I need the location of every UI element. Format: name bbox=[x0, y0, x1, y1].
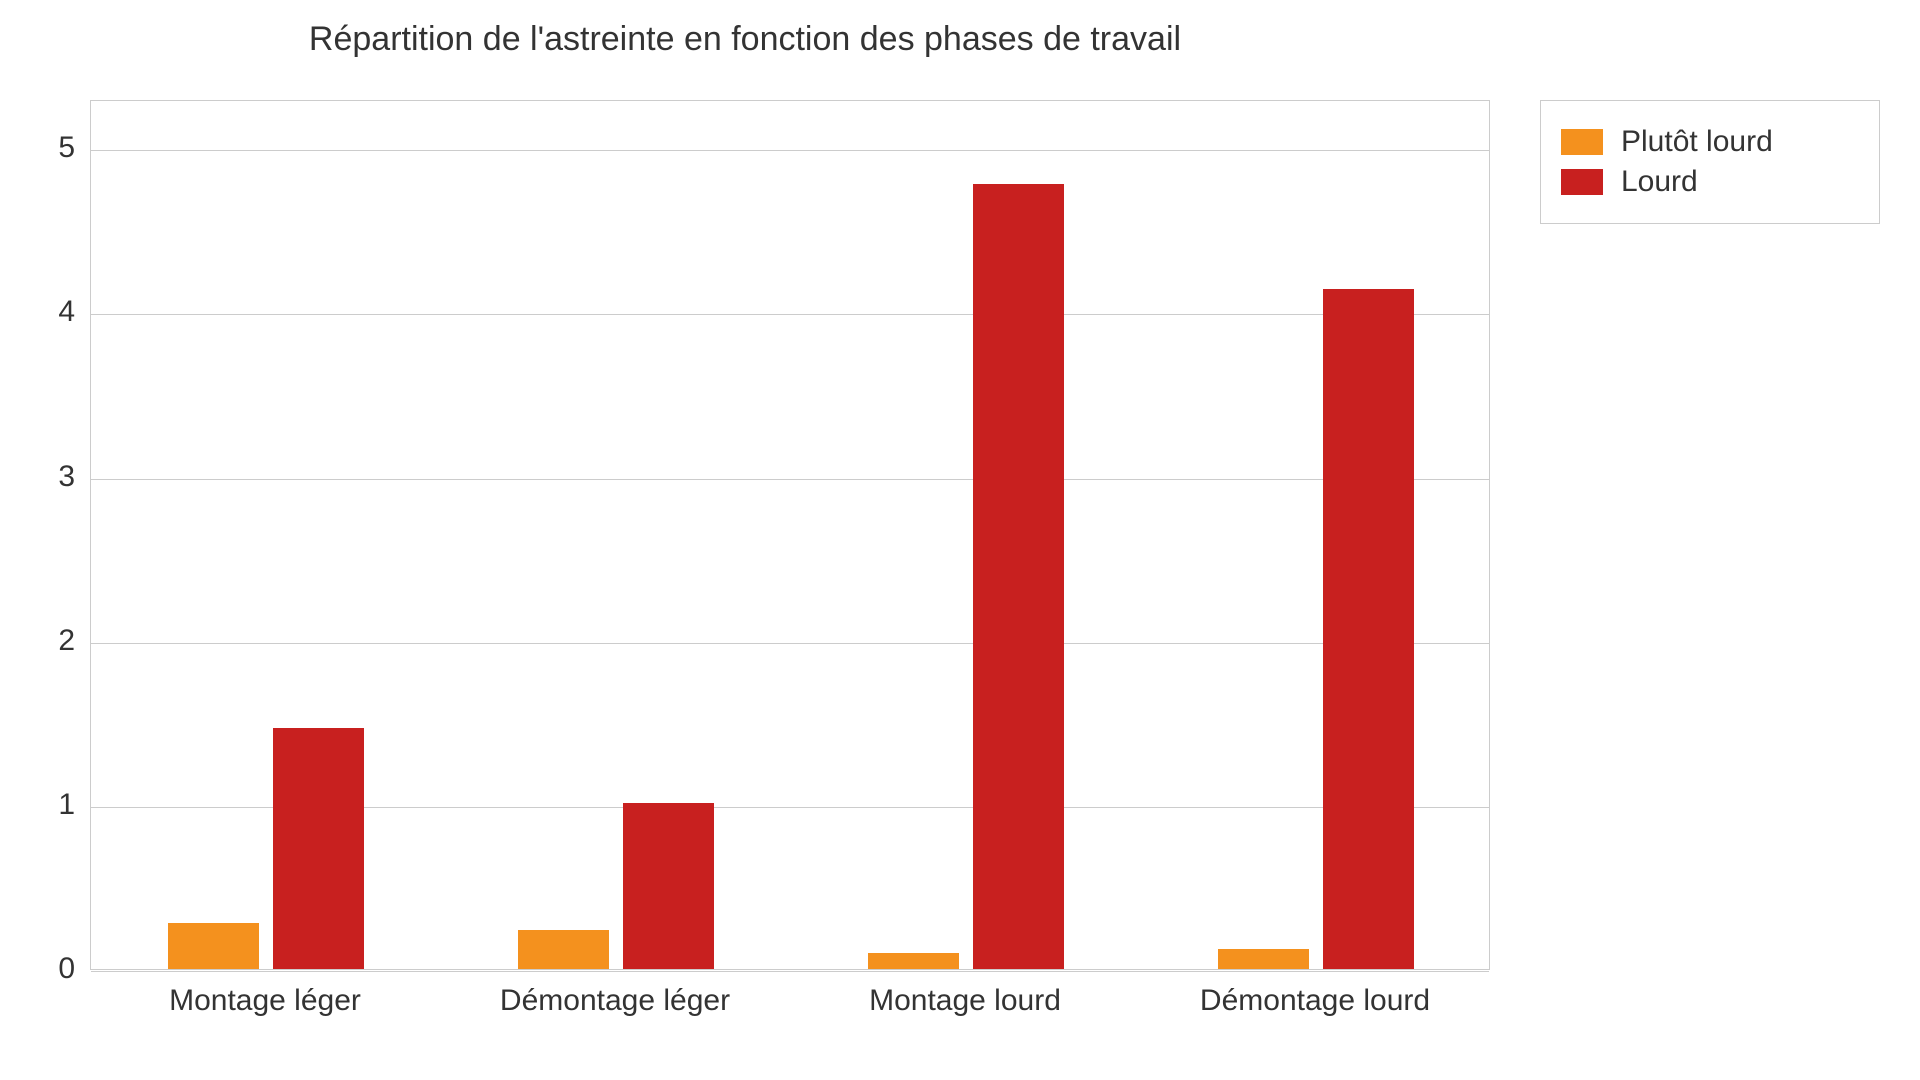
bar bbox=[623, 803, 714, 969]
y-tick-label: 3 bbox=[0, 460, 75, 494]
gridline bbox=[91, 314, 1489, 315]
legend-item-plutot-lourd: Plutôt lourd bbox=[1561, 125, 1859, 159]
legend-swatch-plutot-lourd bbox=[1561, 129, 1603, 155]
legend-item-lourd: Lourd bbox=[1561, 165, 1859, 199]
chart-container: Répartition de l'astreinte en fonction d… bbox=[0, 0, 1920, 1080]
y-tick-label: 1 bbox=[0, 788, 75, 822]
gridline bbox=[91, 971, 1489, 972]
legend-label-plutot-lourd: Plutôt lourd bbox=[1621, 125, 1773, 159]
legend: Plutôt lourd Lourd bbox=[1540, 100, 1880, 224]
bar bbox=[273, 728, 364, 969]
y-tick-label: 4 bbox=[0, 295, 75, 329]
chart-title: Répartition de l'astreinte en fonction d… bbox=[0, 20, 1490, 59]
bar bbox=[1323, 289, 1414, 969]
plot-area bbox=[90, 100, 1490, 970]
bar bbox=[1218, 949, 1309, 969]
gridline bbox=[91, 643, 1489, 644]
bar bbox=[973, 184, 1064, 969]
bar bbox=[518, 930, 609, 969]
bar bbox=[168, 923, 259, 969]
legend-label-lourd: Lourd bbox=[1621, 165, 1698, 199]
y-tick-label: 5 bbox=[0, 131, 75, 165]
x-tick-label: Démontage léger bbox=[440, 984, 790, 1018]
y-tick-label: 2 bbox=[0, 624, 75, 658]
x-tick-label: Montage léger bbox=[90, 984, 440, 1018]
gridline bbox=[91, 479, 1489, 480]
legend-swatch-lourd bbox=[1561, 169, 1603, 195]
x-tick-label: Démontage lourd bbox=[1140, 984, 1490, 1018]
y-tick-label: 0 bbox=[0, 952, 75, 986]
gridline bbox=[91, 150, 1489, 151]
bar bbox=[868, 953, 959, 969]
x-tick-label: Montage lourd bbox=[790, 984, 1140, 1018]
